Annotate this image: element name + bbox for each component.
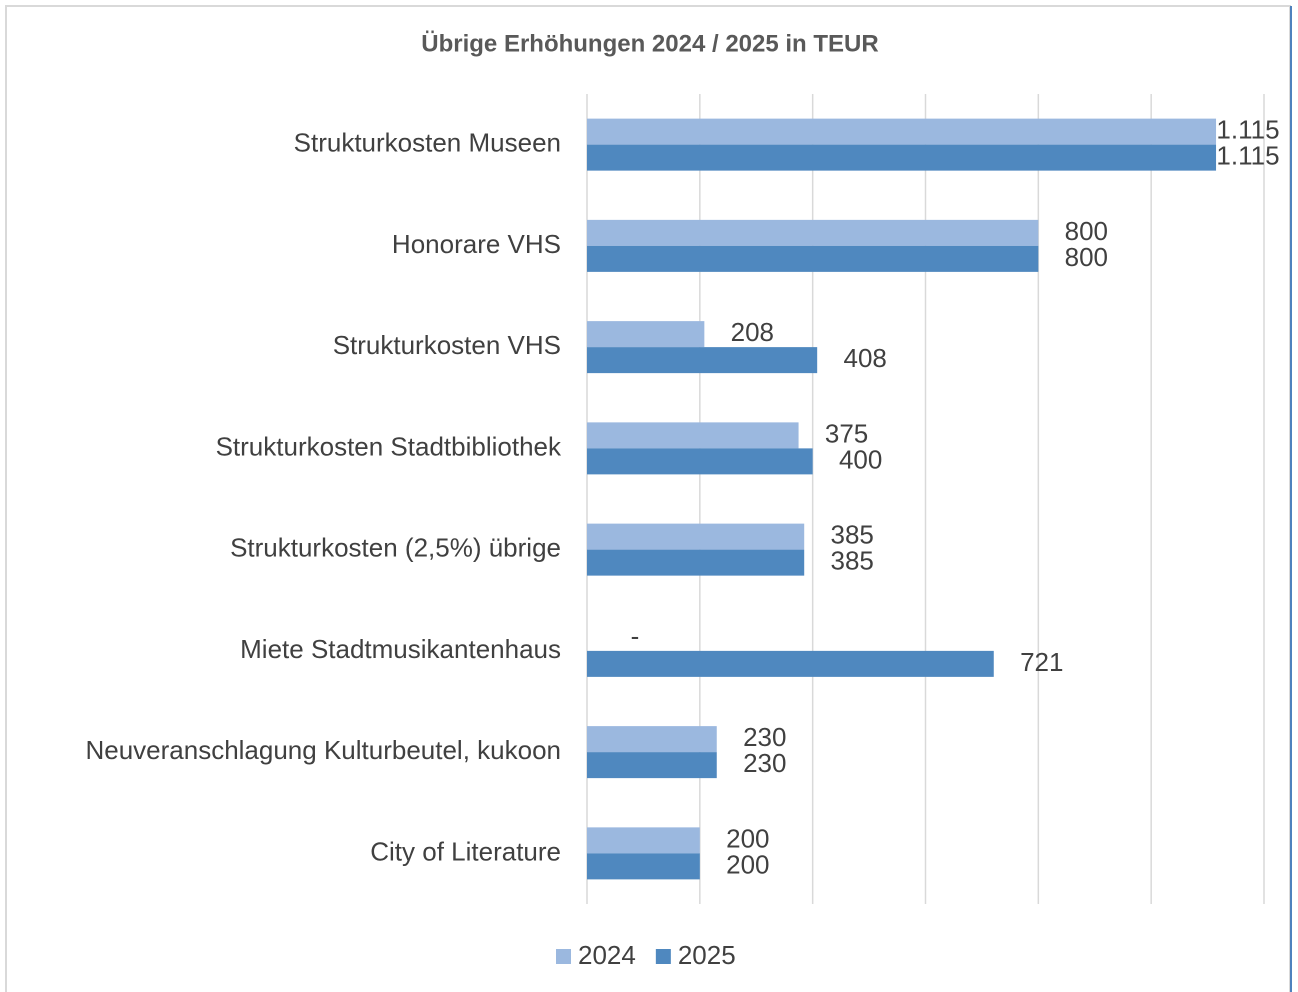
legend-label: 2025 [678,940,736,970]
value-label: 408 [843,343,886,373]
category-label: Strukturkosten VHS [333,330,561,360]
value-label: 230 [743,748,786,778]
bar [587,726,717,753]
bar [587,118,1217,145]
value-label: 800 [1065,216,1108,246]
legend-label: 2024 [578,940,636,970]
value-label: 385 [831,520,874,550]
bar [587,650,994,677]
bar [587,448,813,475]
bar [587,144,1217,171]
value-label: 200 [726,849,769,879]
category-label: Miete Stadtmusikantenhaus [240,634,561,664]
bar [587,523,805,550]
value-label: 230 [743,722,786,752]
value-label: 1.115 [1216,141,1279,171]
value-label: 400 [839,444,882,474]
value-label: 1.115 [1216,115,1279,145]
category-label: Strukturkosten (2,5%) übrige [230,533,561,563]
legend-swatch [655,949,671,964]
category-label: Strukturkosten Stadtbibliothek [216,431,562,461]
value-label: 721 [1020,647,1063,677]
value-label: - [631,621,640,651]
category-label: Honorare VHS [392,229,561,259]
bar [587,245,1039,272]
value-label: 385 [831,546,874,576]
value-label: 800 [1065,242,1108,272]
category-label: Neuveranschlagung Kulturbeutel, kukoon [85,735,561,765]
bar [587,347,818,374]
bar [587,422,799,449]
category-label: Strukturkosten Museen [294,128,561,158]
value-label: 375 [825,418,868,448]
value-label: 200 [726,823,769,853]
bar [587,752,717,779]
bar [587,827,700,854]
bar [587,321,705,348]
chart-title: Übrige Erhöhungen 2024 / 2025 in TEUR [421,30,878,57]
bar [587,219,1039,246]
bar [587,853,700,880]
category-label: City of Literature [370,836,561,866]
value-label: 208 [731,317,774,347]
legend-swatch [556,949,571,964]
bar [587,549,805,576]
